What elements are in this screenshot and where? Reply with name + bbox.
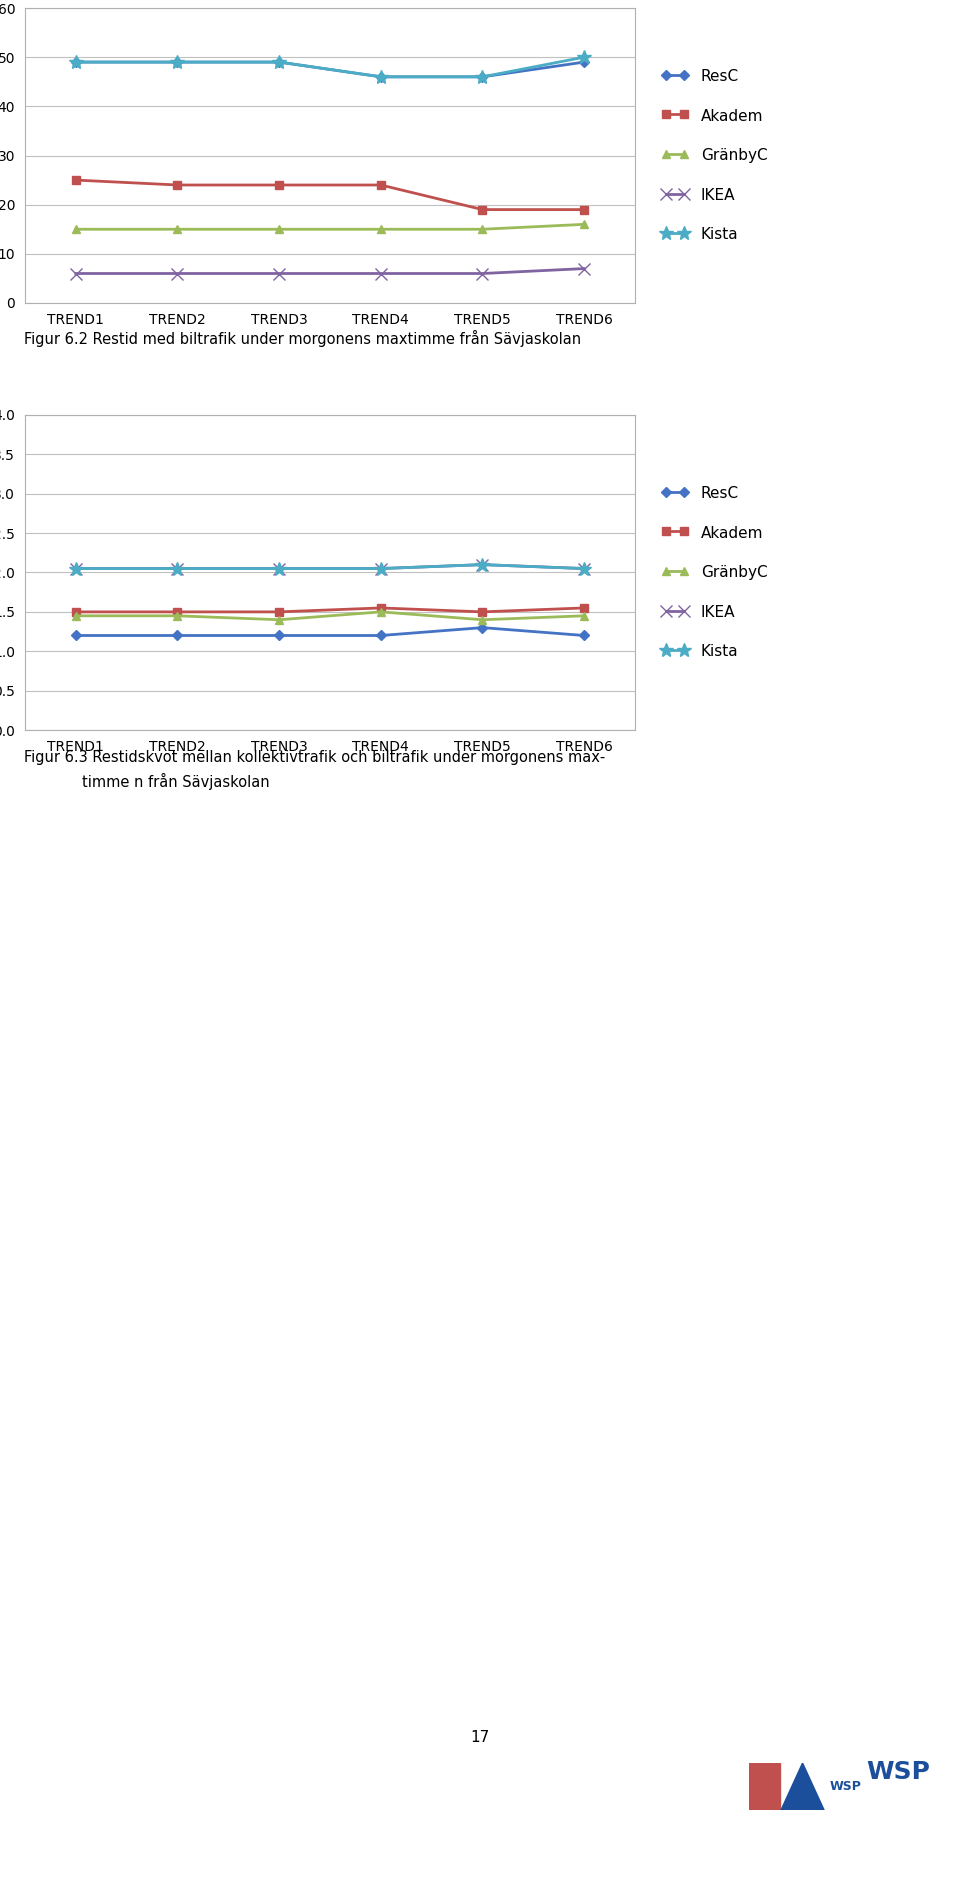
GränbyC: [172, 218, 183, 241]
Kista: [70, 51, 82, 73]
ResC: [70, 624, 82, 646]
Kista: [579, 45, 590, 68]
Line: ResC: ResC: [72, 624, 588, 639]
IKEA: [477, 552, 489, 575]
Line: IKEA: IKEA: [70, 263, 589, 280]
GränbyC: [579, 605, 590, 628]
Kista: [172, 558, 183, 581]
GränbyC: [477, 609, 489, 631]
Text: WSP: WSP: [866, 1761, 930, 1783]
Akadem: [274, 173, 285, 195]
ResC: [579, 624, 590, 646]
Kista: [70, 558, 82, 581]
Line: ResC: ResC: [72, 58, 588, 81]
ResC: [274, 51, 285, 73]
Kista: [274, 51, 285, 73]
ResC: [274, 624, 285, 646]
GränbyC: [375, 601, 387, 624]
Kista: [477, 66, 489, 88]
IKEA: [172, 263, 183, 286]
IKEA: [274, 558, 285, 581]
GränbyC: [274, 218, 285, 241]
Text: 17: 17: [470, 1731, 490, 1746]
Akadem: [477, 199, 489, 222]
Polygon shape: [781, 1763, 824, 1809]
Akadem: [579, 199, 590, 222]
Text: Figur 6.3 Restidskvot mellan kollektivtrafik och biltrafik under morgonens max-: Figur 6.3 Restidskvot mellan kollektivtr…: [24, 750, 605, 765]
Kista: [477, 552, 489, 575]
ResC: [579, 51, 590, 73]
Line: Akadem: Akadem: [72, 603, 588, 616]
Kista: [375, 558, 387, 581]
ResC: [172, 624, 183, 646]
ResC: [172, 51, 183, 73]
GränbyC: [70, 218, 82, 241]
GränbyC: [579, 212, 590, 235]
Akadem: [172, 173, 183, 195]
IKEA: [375, 558, 387, 581]
Line: GränbyC: GränbyC: [72, 607, 588, 624]
Line: Kista: Kista: [69, 51, 591, 85]
GränbyC: [70, 605, 82, 628]
IKEA: [375, 263, 387, 286]
Legend: ResC, Akadem, GränbyC, IKEA, Kista: ResC, Akadem, GränbyC, IKEA, Kista: [660, 70, 767, 242]
ResC: [477, 66, 489, 88]
Kista: [579, 558, 590, 581]
Text: Figur 6.2 Restid med biltrafik under morgonens maxtimme från Sävjaskolan: Figur 6.2 Restid med biltrafik under mor…: [24, 331, 581, 348]
Akadem: [70, 169, 82, 192]
Akadem: [579, 598, 590, 620]
Akadem: [70, 601, 82, 624]
Text: timme n från Sävjaskolan: timme n från Sävjaskolan: [82, 772, 269, 789]
Akadem: [172, 601, 183, 624]
Line: Akadem: Akadem: [72, 177, 588, 214]
Text: WSP: WSP: [829, 1779, 861, 1793]
IKEA: [70, 263, 82, 286]
Legend: ResC, Akadem, GränbyC, IKEA, Kista: ResC, Akadem, GränbyC, IKEA, Kista: [660, 487, 767, 660]
GränbyC: [477, 218, 489, 241]
ResC: [70, 51, 82, 73]
Kista: [274, 558, 285, 581]
Kista: [172, 51, 183, 73]
ResC: [375, 66, 387, 88]
IKEA: [274, 263, 285, 286]
IKEA: [477, 263, 489, 286]
IKEA: [579, 558, 590, 581]
IKEA: [172, 558, 183, 581]
GränbyC: [172, 605, 183, 628]
Kista: [375, 66, 387, 88]
Bar: [749, 1763, 780, 1809]
IKEA: [70, 558, 82, 581]
Akadem: [274, 601, 285, 624]
ResC: [375, 624, 387, 646]
Line: Kista: Kista: [69, 558, 591, 575]
Akadem: [375, 598, 387, 620]
ResC: [477, 616, 489, 639]
Line: GränbyC: GränbyC: [72, 220, 588, 233]
Line: IKEA: IKEA: [70, 560, 589, 575]
GränbyC: [274, 609, 285, 631]
GränbyC: [375, 218, 387, 241]
IKEA: [579, 257, 590, 280]
Akadem: [477, 601, 489, 624]
Akadem: [375, 173, 387, 195]
